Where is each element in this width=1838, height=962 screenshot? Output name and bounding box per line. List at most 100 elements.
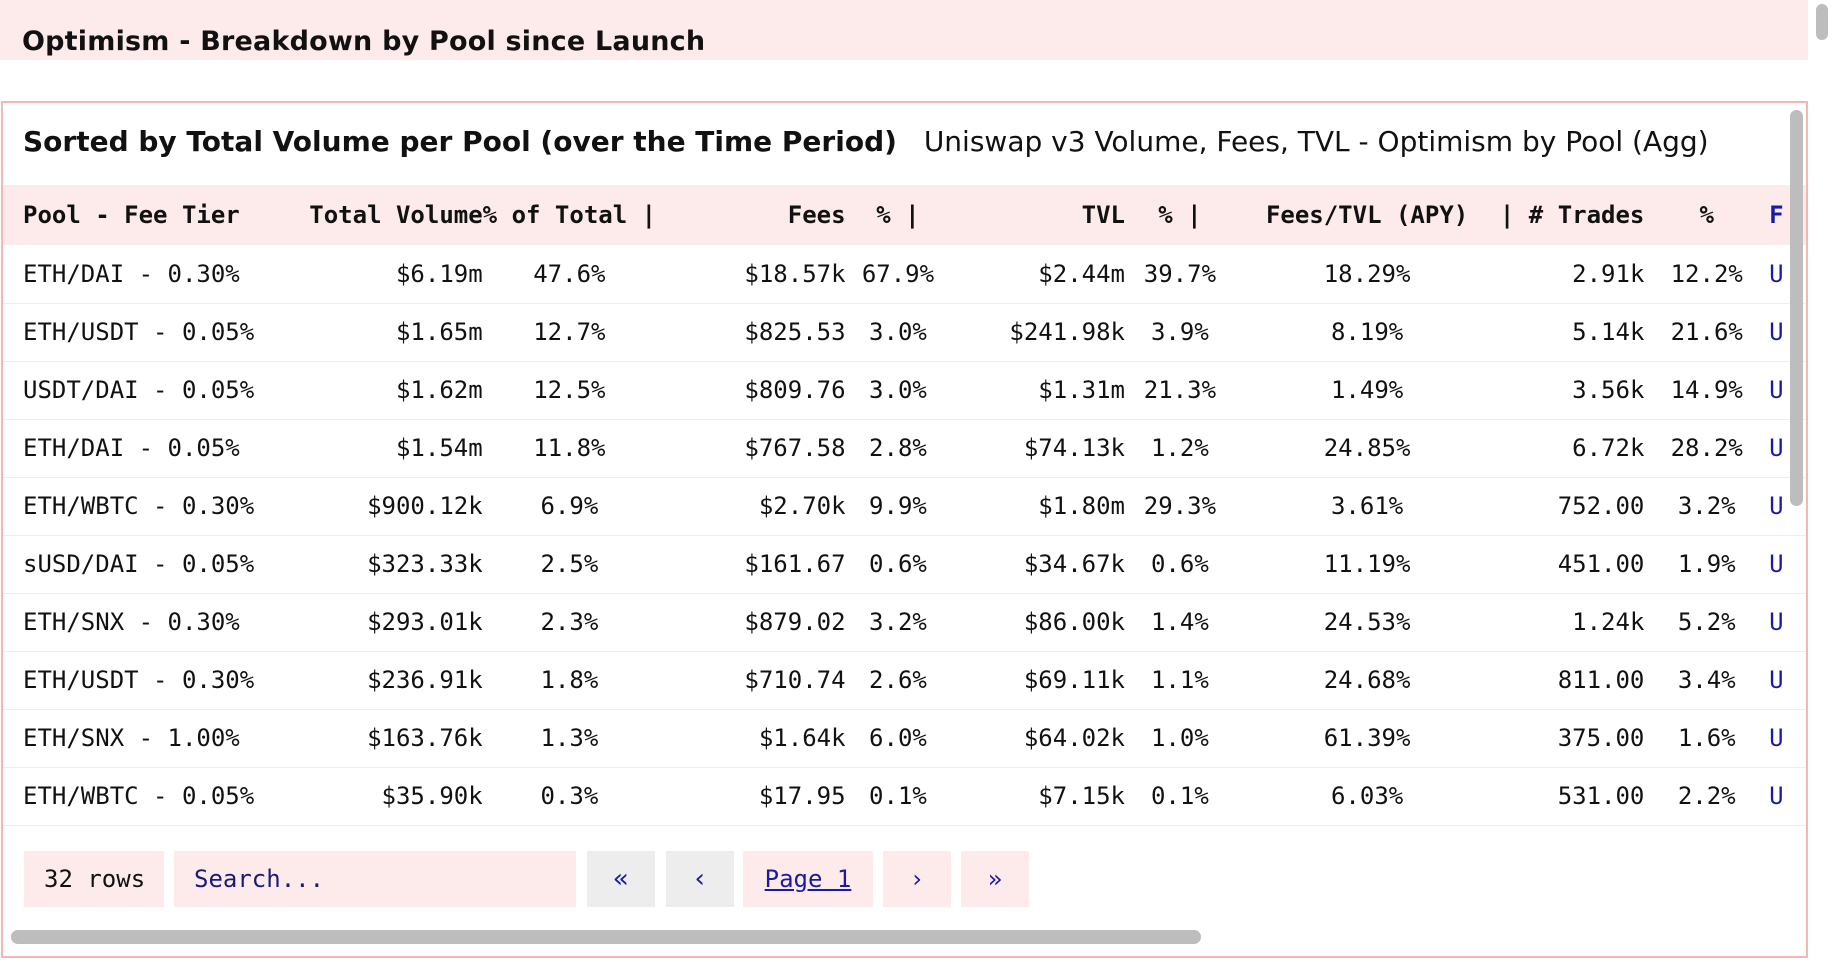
table-panel: Sorted by Total Volume per Pool (over th… bbox=[1, 101, 1808, 958]
cell-extra[interactable]: U bbox=[1769, 724, 1784, 752]
cell-pool: ETH/DAI - 0.30% bbox=[23, 259, 240, 288]
cell-pool: ETH/WBTC - 0.05% bbox=[23, 782, 255, 810]
current-page-link[interactable]: Page 1 bbox=[743, 851, 873, 907]
double-chevron-left-icon: « bbox=[613, 864, 629, 894]
cell-tvl: $69.11k bbox=[1023, 666, 1125, 694]
cell-apy: 3.61% bbox=[1330, 492, 1404, 520]
cell-pct-total: 2.3% bbox=[540, 608, 599, 636]
chevron-right-icon: › bbox=[909, 865, 925, 893]
cell-apy: 24.85% bbox=[1323, 434, 1411, 462]
cell-fees-pct: 0.6% bbox=[869, 550, 927, 578]
cell-pct-total: 1.3% bbox=[540, 724, 599, 752]
col-header-pct-total[interactable]: % of Total | bbox=[482, 201, 657, 229]
cell-trades-pct: 3.4% bbox=[1677, 666, 1736, 694]
cell-trades-pct: 1.6% bbox=[1677, 724, 1736, 752]
cell-tvl-pct: 21.3% bbox=[1143, 376, 1217, 404]
first-page-button[interactable]: « bbox=[587, 851, 655, 907]
horizontal-scrollbar[interactable] bbox=[11, 930, 1201, 946]
col-header-tvl[interactable]: TVL bbox=[1081, 201, 1125, 229]
cell-fees: $18.57k bbox=[744, 259, 846, 288]
cell-apy: 18.29% bbox=[1323, 259, 1411, 288]
cell-fees-pct: 2.8% bbox=[869, 434, 927, 462]
table-row: ETH/DAI - 0.05% $1.54m 11.8% $767.58 2.8% $74… bbox=[3, 419, 1806, 477]
cell-trades: 752.00 bbox=[1557, 492, 1645, 520]
vertical-scrollbar[interactable] bbox=[1788, 106, 1804, 506]
cell-pool: sUSD/DAI - 0.05% bbox=[23, 550, 255, 578]
cell-tvl: $1.80m bbox=[1038, 492, 1125, 520]
cell-apy: 6.03% bbox=[1330, 782, 1404, 810]
cell-fees-pct: 3.2% bbox=[869, 608, 927, 636]
cell-trades: 531.00 bbox=[1557, 782, 1645, 810]
col-header-total-volume[interactable]: Total Volume bbox=[309, 201, 483, 229]
horizontal-scrollbar-thumb[interactable] bbox=[11, 930, 1201, 944]
cell-extra[interactable]: U bbox=[1769, 550, 1784, 578]
cell-total-volume: $163.76k bbox=[367, 724, 483, 752]
top-scrollbar[interactable] bbox=[1812, 0, 1830, 50]
col-header-extra[interactable]: F bbox=[1769, 201, 1784, 229]
cell-fees: $2.70k bbox=[758, 492, 846, 520]
cell-tvl-pct: 1.2% bbox=[1150, 434, 1209, 462]
cell-fees: $825.53 bbox=[744, 318, 846, 346]
prev-page-button[interactable]: ‹ bbox=[666, 851, 734, 907]
cell-total-volume: $236.91k bbox=[367, 666, 483, 694]
top-scrollbar-thumb[interactable] bbox=[1816, 4, 1828, 40]
col-header-pool[interactable]: Pool - Fee Tier bbox=[23, 201, 240, 229]
cell-pct-total: 47.6% bbox=[533, 259, 606, 288]
col-header-trades-pct[interactable]: % bbox=[1699, 201, 1714, 229]
cell-extra[interactable]: U bbox=[1769, 782, 1784, 810]
cell-trades: 1.24k bbox=[1572, 608, 1645, 636]
cell-tvl: $1.31m bbox=[1038, 376, 1125, 404]
cell-tvl: $86.00k bbox=[1023, 608, 1125, 636]
cell-fees-pct: 9.9% bbox=[869, 492, 927, 520]
cell-fees: $161.67 bbox=[744, 550, 846, 578]
cell-fees-pct: 3.0% bbox=[869, 318, 927, 346]
cell-tvl: $34.67k bbox=[1023, 550, 1125, 578]
cell-extra[interactable]: U bbox=[1769, 608, 1784, 636]
cell-total-volume: $1.65m bbox=[395, 318, 483, 346]
col-header-fees[interactable]: Fees bbox=[787, 201, 846, 229]
last-page-button[interactable]: » bbox=[961, 851, 1029, 907]
cell-extra[interactable]: U bbox=[1769, 434, 1784, 462]
cell-extra[interactable]: U bbox=[1769, 492, 1784, 520]
cell-trades: 375.00 bbox=[1557, 724, 1645, 752]
table-container: Pool - Fee Tier Total Volume % of Total … bbox=[3, 185, 1806, 831]
cell-fees: $710.74 bbox=[744, 666, 846, 694]
cell-trades-pct: 28.2% bbox=[1670, 434, 1743, 462]
pagination-bar: 32 rows Search... « ‹ Page 1 › » bbox=[3, 851, 1806, 909]
next-page-button[interactable]: › bbox=[883, 851, 951, 907]
cell-tvl-pct: 0.6% bbox=[1150, 550, 1209, 578]
row-count: 32 rows bbox=[24, 851, 164, 907]
cell-extra[interactable]: U bbox=[1769, 376, 1784, 404]
cell-extra[interactable]: U bbox=[1769, 666, 1784, 694]
cell-fees: $809.76 bbox=[744, 376, 846, 404]
cell-total-volume: $6.19m bbox=[395, 259, 483, 288]
cell-fees-pct: 0.1% bbox=[869, 782, 927, 810]
cell-tvl-pct: 39.7% bbox=[1143, 259, 1217, 288]
cell-trades-pct: 3.2% bbox=[1677, 492, 1736, 520]
col-header-fees-pct[interactable]: % | bbox=[876, 201, 920, 229]
cell-apy: 8.19% bbox=[1330, 318, 1404, 346]
cell-tvl-pct: 1.0% bbox=[1150, 724, 1209, 752]
cell-apy: 61.39% bbox=[1323, 724, 1411, 752]
search-input[interactable]: Search... bbox=[174, 851, 576, 907]
vertical-scrollbar-thumb[interactable] bbox=[1790, 110, 1803, 506]
cell-extra[interactable]: U bbox=[1769, 259, 1784, 288]
col-header-trades[interactable]: | # Trades bbox=[1499, 201, 1645, 229]
table-row: ETH/WBTC - 0.30% $900.12k 6.9% $2.70k 9.9% $1… bbox=[3, 477, 1806, 535]
col-header-apy[interactable]: Fees/TVL (APY) bbox=[1265, 201, 1469, 229]
cell-fees-pct: 67.9% bbox=[861, 259, 935, 288]
cell-pool: ETH/SNX - 0.30% bbox=[23, 608, 240, 636]
cell-tvl-pct: 3.9% bbox=[1150, 318, 1209, 346]
cell-total-volume: $323.33k bbox=[367, 550, 483, 578]
cell-extra[interactable]: U bbox=[1769, 318, 1784, 346]
cell-pool: ETH/USDT - 0.30% bbox=[23, 666, 255, 694]
cell-fees-pct: 6.0% bbox=[869, 724, 927, 752]
cell-total-volume: $1.54m bbox=[395, 434, 483, 462]
cell-total-volume: $1.62m bbox=[395, 376, 483, 404]
cell-trades: 5.14k bbox=[1572, 318, 1645, 346]
cell-tvl: $7.15k bbox=[1038, 782, 1125, 810]
table-row: ETH/WBTC - 0.05% $35.90k 0.3% $17.95 0.1% $7.… bbox=[3, 767, 1806, 825]
cell-pool: ETH/WBTC - 0.30% bbox=[23, 492, 255, 520]
cell-total-volume: $900.12k bbox=[367, 492, 483, 520]
col-header-tvl-pct[interactable]: % | bbox=[1158, 201, 1202, 229]
